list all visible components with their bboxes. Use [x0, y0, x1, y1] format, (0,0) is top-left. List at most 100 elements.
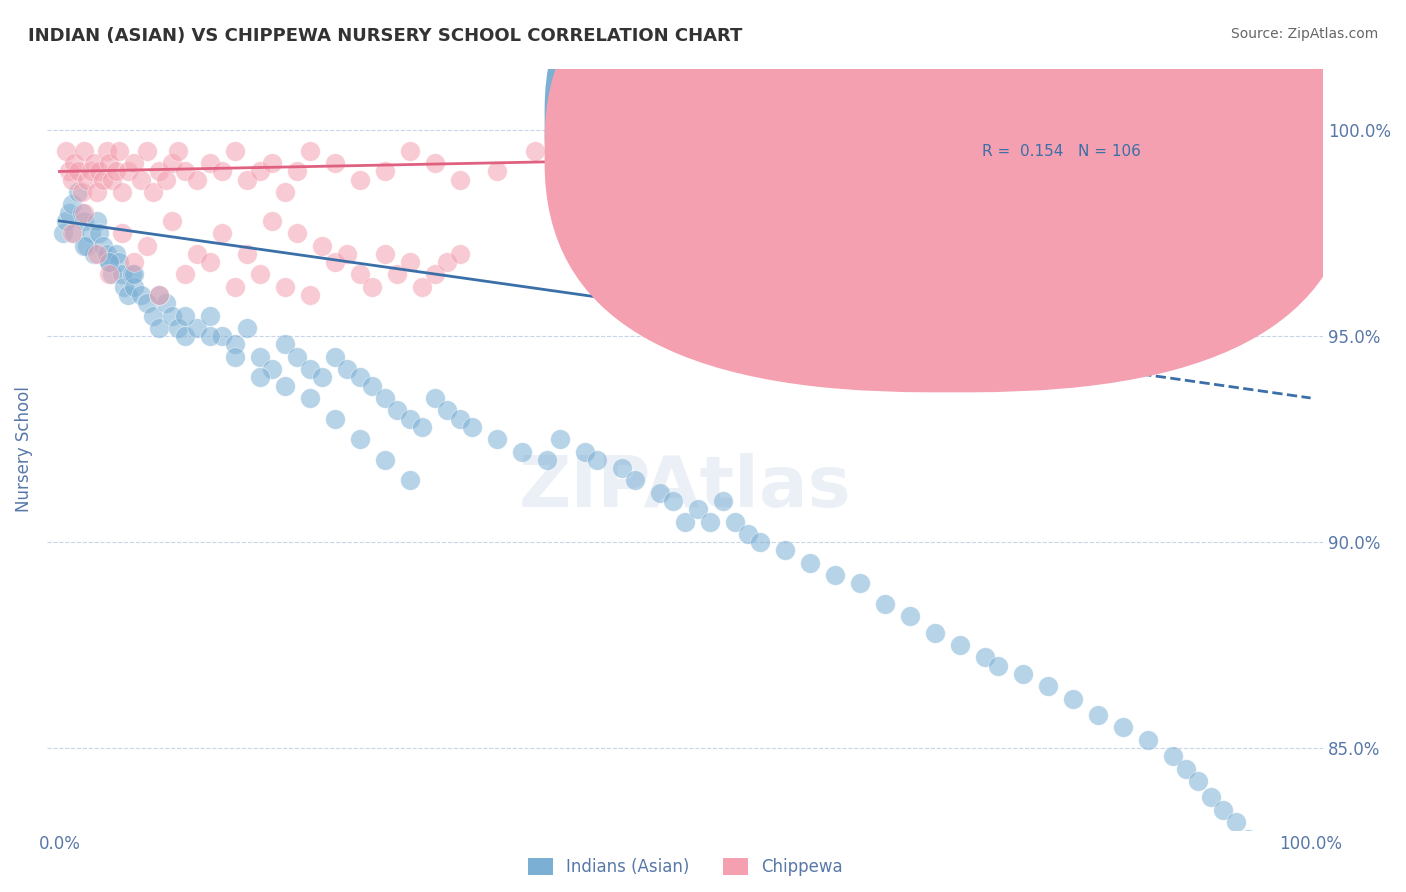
Point: [323, 411, 346, 425]
Point: [486, 432, 509, 446]
Point: [711, 494, 734, 508]
Point: [387, 268, 409, 282]
Point: [136, 144, 159, 158]
Point: [136, 238, 159, 252]
Point: [1011, 144, 1033, 158]
Point: [1225, 815, 1247, 830]
Point: [101, 172, 124, 186]
Point: [76, 238, 98, 252]
Point: [160, 214, 183, 228]
Point: [198, 329, 221, 343]
Point: [173, 309, 195, 323]
Point: [411, 419, 433, 434]
Point: [173, 329, 195, 343]
Point: [73, 214, 96, 228]
Point: [298, 144, 321, 158]
Point: [1199, 790, 1222, 805]
Point: [117, 288, 139, 302]
Point: [55, 214, 77, 228]
Point: [523, 144, 546, 158]
Point: [108, 144, 131, 158]
Legend: Indians (Asian), Chippewa: Indians (Asian), Chippewa: [520, 852, 849, 883]
Point: [224, 280, 246, 294]
Point: [436, 255, 458, 269]
Point: [449, 411, 471, 425]
Point: [73, 238, 96, 252]
Point: [198, 255, 221, 269]
Point: [198, 309, 221, 323]
Point: [374, 391, 396, 405]
Point: [411, 280, 433, 294]
Point: [111, 185, 134, 199]
Point: [160, 156, 183, 170]
Point: [461, 419, 484, 434]
Point: [86, 185, 108, 199]
Point: [86, 247, 108, 261]
Point: [129, 288, 152, 302]
Point: [76, 172, 98, 186]
Point: [186, 321, 208, 335]
Point: [1250, 844, 1272, 858]
Text: ZIPAtlas: ZIPAtlas: [519, 453, 851, 522]
Point: [155, 172, 177, 186]
Point: [73, 205, 96, 219]
Point: [824, 164, 846, 178]
Point: [1112, 172, 1135, 186]
Point: [436, 403, 458, 417]
Point: [67, 164, 90, 178]
Point: [1237, 144, 1260, 158]
Point: [186, 172, 208, 186]
Point: [323, 156, 346, 170]
Point: [96, 247, 118, 261]
FancyBboxPatch shape: [544, 0, 1355, 362]
Point: [249, 164, 271, 178]
Point: [361, 378, 384, 392]
Point: [924, 164, 946, 178]
Point: [361, 280, 384, 294]
Point: [1261, 164, 1284, 178]
Point: [236, 172, 259, 186]
Point: [374, 247, 396, 261]
Text: R =  0.154   N = 106: R = 0.154 N = 106: [983, 145, 1142, 159]
Point: [101, 268, 124, 282]
Point: [574, 444, 596, 458]
Point: [1187, 774, 1209, 789]
Point: [349, 432, 371, 446]
Point: [773, 543, 796, 558]
Point: [285, 226, 308, 240]
Point: [1112, 721, 1135, 735]
Point: [224, 337, 246, 351]
Point: [249, 350, 271, 364]
Point: [98, 268, 121, 282]
Point: [349, 370, 371, 384]
Point: [262, 214, 284, 228]
Point: [398, 473, 420, 487]
Point: [63, 226, 86, 240]
Point: [155, 296, 177, 310]
Point: [336, 247, 359, 261]
Point: [574, 164, 596, 178]
Point: [124, 268, 146, 282]
Point: [108, 255, 131, 269]
Point: [262, 362, 284, 376]
Point: [1011, 666, 1033, 681]
Point: [96, 144, 118, 158]
Point: [111, 268, 134, 282]
Point: [129, 172, 152, 186]
Point: [374, 452, 396, 467]
Point: [1161, 749, 1184, 764]
Point: [124, 156, 146, 170]
Point: [1174, 762, 1197, 776]
Point: [749, 172, 772, 186]
Point: [624, 172, 647, 186]
Point: [737, 527, 759, 541]
Point: [167, 144, 190, 158]
Point: [987, 156, 1010, 170]
Point: [548, 432, 571, 446]
Point: [298, 391, 321, 405]
Point: [98, 255, 121, 269]
Point: [173, 268, 195, 282]
Point: [799, 144, 821, 158]
Point: [91, 238, 114, 252]
Point: [1212, 803, 1234, 817]
